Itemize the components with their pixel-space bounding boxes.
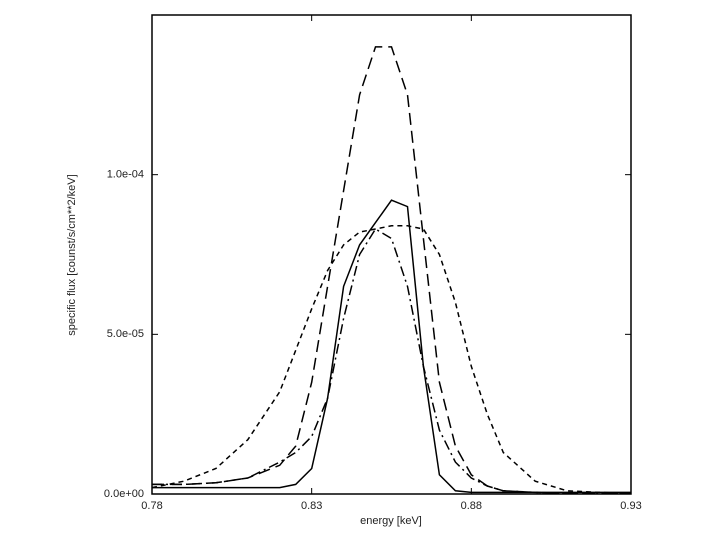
x-axis-label: energy [keV] bbox=[360, 515, 422, 527]
y-tick-label: 5.0e-05 bbox=[107, 328, 144, 340]
x-tick-label: 0.88 bbox=[461, 500, 482, 512]
plot-frame bbox=[151, 14, 632, 495]
x-tick-label: 0.83 bbox=[301, 500, 322, 512]
series-line bbox=[152, 199, 631, 494]
y-axis-label: specific flux [counst/s/cm**2/keV] bbox=[66, 174, 78, 335]
x-tick-label: 0.78 bbox=[141, 500, 162, 512]
x-tick-label: 0.93 bbox=[620, 500, 641, 512]
series-line bbox=[152, 46, 631, 495]
series-line bbox=[152, 227, 631, 495]
y-tick-label: 1.0e-04 bbox=[107, 169, 144, 181]
series-line bbox=[151, 225, 632, 495]
y-tick-label: 0.0e+00 bbox=[104, 488, 144, 500]
